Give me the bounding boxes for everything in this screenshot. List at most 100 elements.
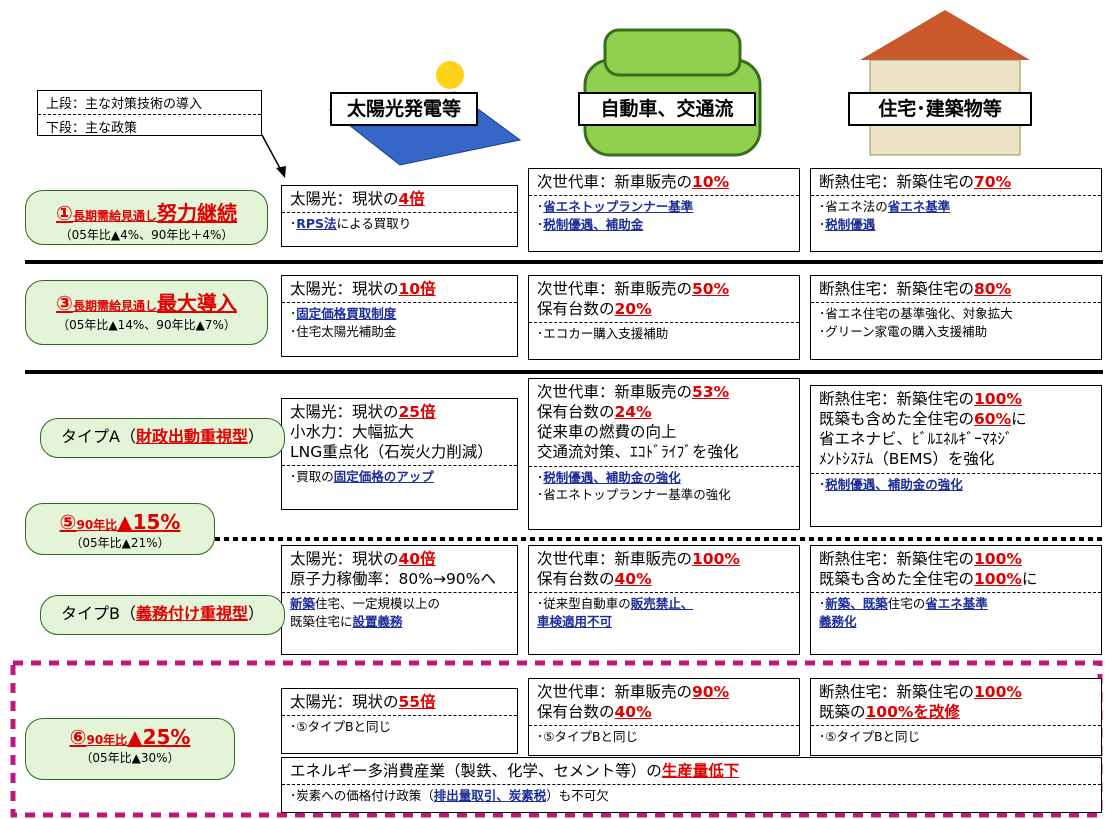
text-run: 40倍 <box>398 550 436 568</box>
text-line: 断熱住宅：新築住宅の100% <box>819 389 1093 409</box>
text-run: 車検適用不可 <box>537 613 613 629</box>
text-run: ･⑤タイプBと同じ <box>537 729 639 745</box>
text-run: 100%を改修 <box>865 703 960 722</box>
text-line: 保有台数の40% <box>537 702 791 722</box>
text-line: 保有台数の24% <box>537 402 791 422</box>
text-run: 保有台数の <box>537 703 615 722</box>
legend: 上段：主な対策技術の導入 下段：主な政策 <box>37 90 262 136</box>
text-run: 断熱住宅：新築住宅の <box>819 173 975 191</box>
text-line: ･エコカー購入支援補助 <box>537 325 791 343</box>
cell: 太陽光：現状の40倍 原子力稼働率：80%→90%へ 新築住宅、一定規模以上の 既築住… <box>281 545 518 655</box>
text-run: 既築住宅に <box>290 613 353 629</box>
cell-lower: ･新築、既築住宅の省エネ基準 義務化 <box>811 593 1101 654</box>
arrow-head <box>276 166 286 178</box>
cell-upper: 断熱住宅：新築住宅の100% 既築も含めた全住宅の100%に <box>811 546 1101 594</box>
scenario-label: ⑥90年比▲25% （05年比▲30%） <box>25 718 235 780</box>
text-run: ⑥ <box>69 725 87 749</box>
scenario-sub: （05年比▲4%、90年比＋4%） <box>59 228 234 242</box>
text-run: 小水力：大幅拡大 <box>290 423 415 442</box>
text-run: ･⑤タイプBと同じ <box>290 719 392 735</box>
text-line: 断熱住宅：新築住宅の70% <box>819 172 1093 192</box>
scenario-label: ⑤90年比▲15% （05年比▲21%） <box>25 503 215 555</box>
house-roof <box>860 10 1030 60</box>
text-run: ･ <box>819 596 826 612</box>
text-run: 排出量取引、炭素税 <box>433 788 547 804</box>
text-line: 省エネナビ、ﾋﾞﾙｴﾈﾙｷﾞｰﾏﾈｼﾞ <box>819 429 1093 449</box>
text-line: 太陽光：現状の55倍 <box>290 692 509 712</box>
text-run: ･省エネ住宅の基準強化、対象拡大 <box>819 306 1013 322</box>
text-run: 原子力稼働率：80%→90%へ <box>290 570 496 589</box>
text-run: ③ <box>56 291 73 315</box>
text-line: 断熱住宅：新築住宅の80% <box>819 279 1093 299</box>
cell-lower: ･税制優遇、補助金の強化 ･省エネトップランナー基準の強化 <box>529 467 799 529</box>
text-run: に <box>1011 410 1027 429</box>
cell-upper: 次世代車：新車販売の100% 保有台数の40% <box>529 546 799 594</box>
text-line: 断熱住宅：新築住宅の100% <box>819 682 1093 702</box>
text-run: 固定価格買取制度 <box>296 306 397 322</box>
text-run: ･省エネ法の <box>819 199 888 215</box>
text-line: 既築も含めた全住宅の100%に <box>819 569 1093 589</box>
text-run: 断熱住宅：新築住宅の <box>819 280 975 298</box>
text-run: 90% <box>692 683 730 701</box>
cell-lower: ･従来型自動車の販売禁止、 車検適用不可 <box>529 593 799 654</box>
text-line: 次世代車：新車販売の53% <box>537 382 791 402</box>
text-run: LNG重点化（石炭火力削減） <box>290 443 493 462</box>
text-line: 既築住宅に設置義務 <box>290 613 509 631</box>
text-run: ･買取の <box>290 469 334 485</box>
text-line: 太陽光：現状の4倍 <box>290 189 509 209</box>
scenario-label: ③長期需給見通し最大導入 （05年比▲14%、90年比▲7%） <box>25 280 268 345</box>
legend-lower: 下段：主な政策 <box>46 121 138 136</box>
sun <box>436 61 464 89</box>
text-run: 100% <box>692 550 740 568</box>
scenario-sub: （05年比▲30%） <box>80 751 180 765</box>
text-line: ･固定価格買取制度 <box>290 305 509 323</box>
cell-lower: ･買取の固定価格のアップ <box>282 466 517 509</box>
text-run: 次世代車：新車販売の <box>537 550 693 568</box>
scenario-sub: （05年比▲21%） <box>70 536 170 550</box>
text-line: ･省エネ法の省エネ基準 <box>819 198 1093 216</box>
text-line: ･グリーン家電の購入支援補助 <box>819 323 1093 341</box>
arrow <box>261 134 283 173</box>
text-run: 固定価格のアップ <box>333 469 434 485</box>
text-run: 60% <box>974 410 1012 429</box>
text-run: ） <box>247 604 264 623</box>
text-run: 80% <box>974 280 1012 298</box>
cell-upper: 太陽光：現状の4倍 <box>282 186 517 214</box>
scenario-label: ①長期需給見通し努力継続 （05年比▲4%、90年比＋4%） <box>25 190 268 245</box>
cell-upper: 断熱住宅：新築住宅の70% <box>811 169 1101 197</box>
text-run: 100% <box>974 683 1022 701</box>
text-line: ･買取の固定価格のアップ <box>290 468 509 486</box>
text-line: 保有台数の20% <box>537 299 791 319</box>
cell: 次世代車：新車販売の100% 保有台数の40% ･従来型自動車の販売禁止、 車検適用不… <box>528 545 800 655</box>
text-run: タイプB（ <box>60 604 136 623</box>
text-run: ･グリーン家電の購入支援補助 <box>819 323 988 339</box>
text-run: ･ <box>290 216 297 232</box>
text-run: による買取り <box>336 216 412 232</box>
cell: 次世代車：新車販売の53% 保有台数の24% 従来車の燃費の向上 交通流対策、ｴｺﾄﾞ… <box>528 378 800 530</box>
text-run: ﾒﾝﾄｼｽﾃﾑ（BEMS）を強化 <box>819 450 995 469</box>
text-run: 長期需給見通し <box>72 209 157 223</box>
text-run: 太陽光：現状の <box>290 280 399 298</box>
text-line: 次世代車：新車販売の10% <box>537 172 791 192</box>
text-run: 従来車の燃費の向上 <box>537 423 677 442</box>
cell-upper: 断熱住宅：新築住宅の100% 既築も含めた全住宅の60%に 省エネナビ、ﾋﾞﾙｴﾈﾙ… <box>811 386 1101 474</box>
text-run: 40% <box>614 570 652 589</box>
text-run: 財政出動重視型 <box>135 427 248 446</box>
text-run: 次世代車：新車販売の <box>537 173 693 191</box>
text-run: 次世代車：新車販売の <box>537 280 693 298</box>
cell-upper: 太陽光：現状の40倍 原子力稼働率：80%→90%へ <box>282 546 517 594</box>
cell: 断熱住宅：新築住宅の70% ･省エネ法の省エネ基準 ･税制優遇 <box>810 168 1102 252</box>
text-run: ） <box>247 427 264 446</box>
text-run: 保有台数の <box>537 570 615 589</box>
text-run: 10倍 <box>398 280 436 298</box>
text-run: 断熱住宅：新築住宅の <box>819 390 975 408</box>
text-run: ･ <box>819 476 826 492</box>
cell: 断熱住宅：新築住宅の100% 既築も含めた全住宅の60%に 省エネナビ、ﾋﾞﾙｴﾈﾙ… <box>810 385 1102 527</box>
text-line: 原子力稼働率：80%→90%へ <box>290 569 509 589</box>
text-run: ･ <box>537 216 544 232</box>
car-top <box>603 28 742 77</box>
text-run: ① <box>56 201 73 225</box>
scenario-title: ③長期需給見通し最大導入 <box>26 287 267 316</box>
text-run: 太陽光：現状の <box>290 190 399 208</box>
